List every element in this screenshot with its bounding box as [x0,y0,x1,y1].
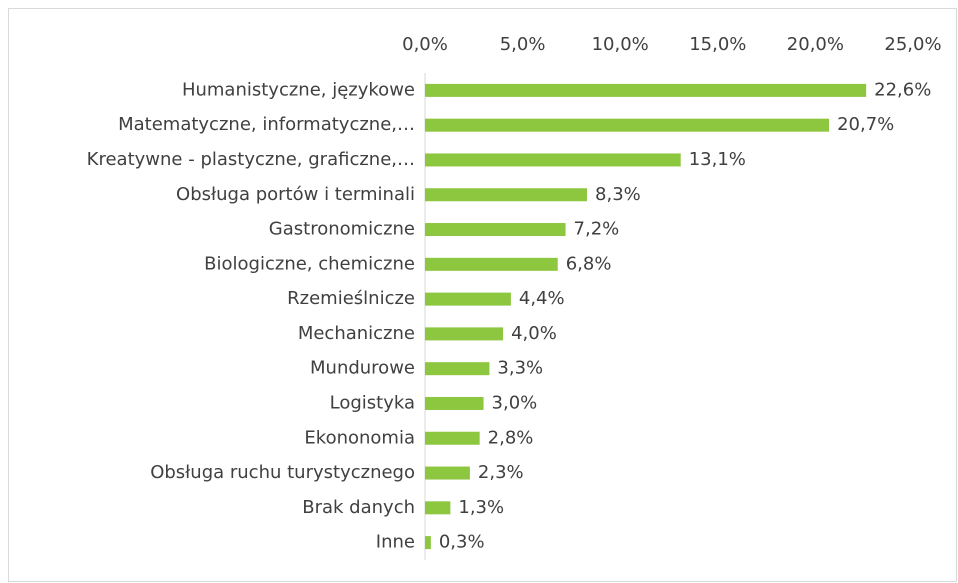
y-tick-label: Mechaniczne [298,323,415,344]
bar [425,223,566,237]
y-tick-label: Ekononomia [304,427,415,448]
x-tick-label: 15,0% [689,34,746,55]
data-label: 3,3% [497,358,543,379]
y-tick-label: Biologiczne, chemiczne [204,253,415,274]
data-label: 0,3% [439,532,485,553]
bar [425,501,451,515]
y-tick-label: Rzemieślnicze [287,288,415,309]
data-label: 3,0% [492,392,538,413]
y-tick-label: Mundurowe [310,358,415,379]
bar [425,396,484,410]
bar [425,292,511,306]
y-tick-label: Obsługa ruchu turystycznego [150,462,415,483]
x-tick-label: 0,0% [402,34,448,55]
x-tick-label: 20,0% [787,34,844,55]
y-tick-label: Brak danych [302,497,415,518]
data-label: 7,2% [574,219,620,240]
x-tick-label: 25,0% [884,34,941,55]
y-tick-label: Gastronomiczne [269,219,415,240]
y-tick-label: Matematyczne, informatyczne,… [118,114,415,135]
bar [425,536,431,550]
data-label: 2,8% [488,427,534,448]
bar [425,188,588,202]
bar [425,466,470,480]
x-tick-label: 10,0% [592,34,649,55]
bar [425,362,490,376]
bar [425,431,480,445]
y-tick-label: Logistyka [330,392,415,413]
bar [425,257,558,271]
data-label: 4,0% [511,323,557,344]
y-tick-label: Obsługa portów i terminali [176,184,415,205]
y-tick-label: Inne [376,532,415,553]
bar [425,83,867,97]
data-label: 6,8% [566,253,612,274]
bar [425,153,681,167]
data-label: 2,3% [478,462,524,483]
data-label: 20,7% [837,114,894,135]
x-tick-label: 5,0% [500,34,546,55]
bar [425,118,830,132]
data-label: 1,3% [458,497,504,518]
y-tick-label: Kreatywne - plastyczne, graficzne,… [87,149,415,170]
data-label: 8,3% [595,184,641,205]
y-tick-label: Humanistyczne, językowe [182,79,415,100]
data-label: 22,6% [874,79,931,100]
data-label: 13,1% [689,149,746,170]
bar [425,327,504,341]
data-label: 4,4% [519,288,565,309]
